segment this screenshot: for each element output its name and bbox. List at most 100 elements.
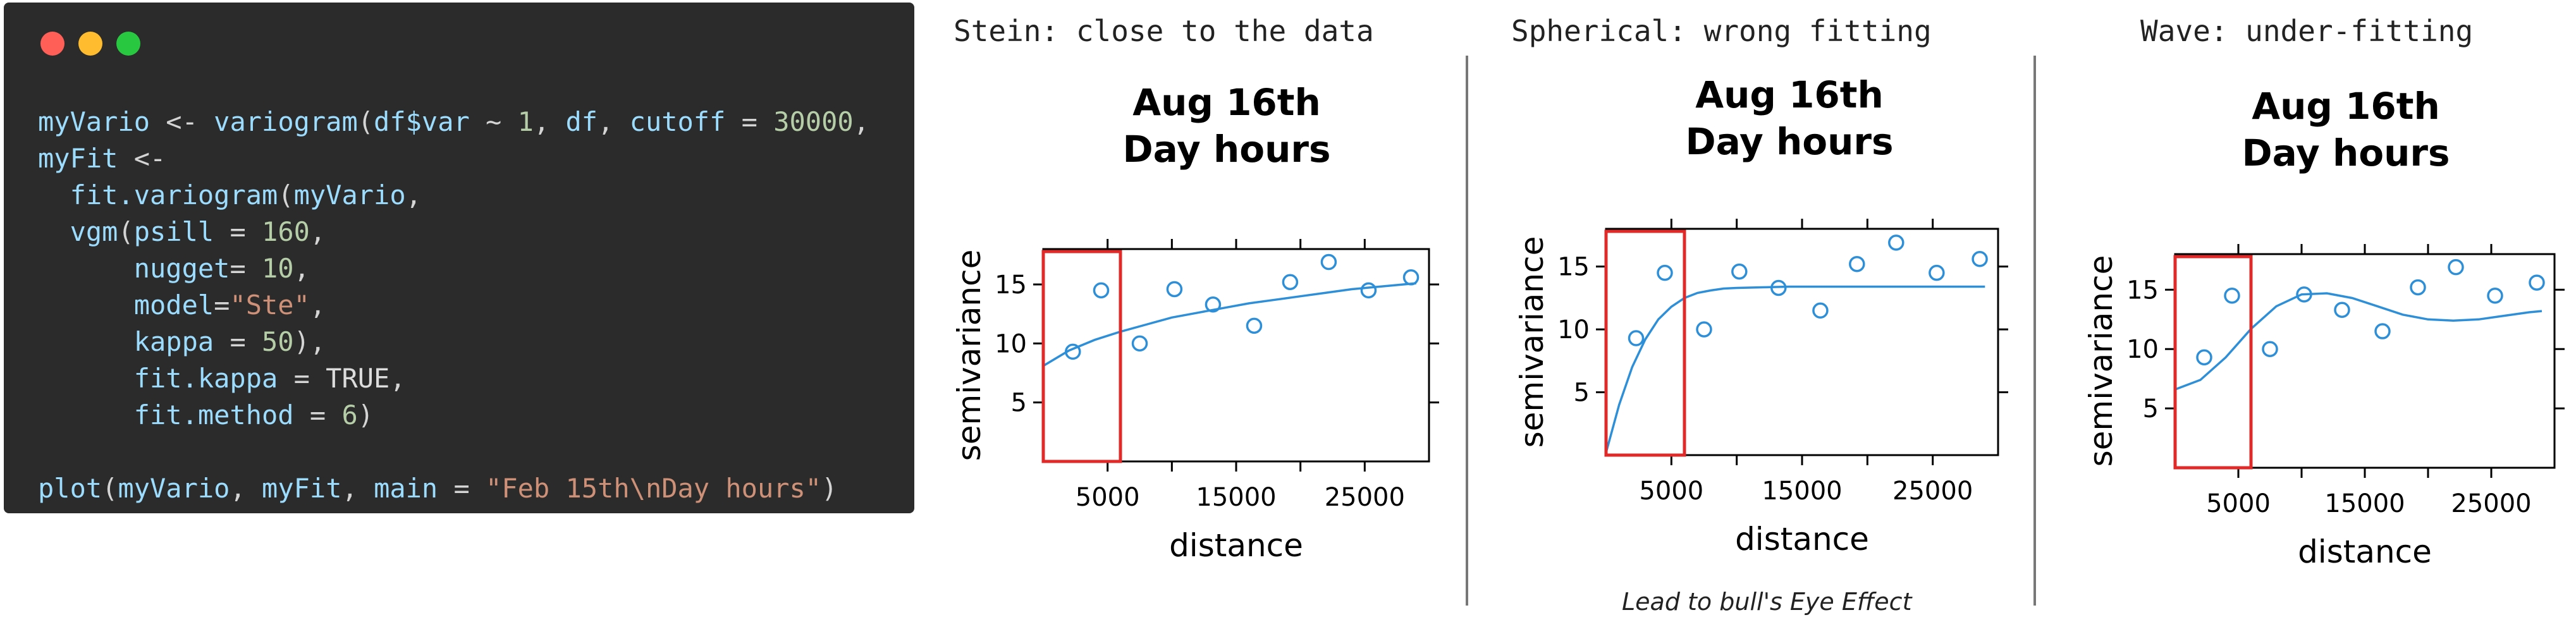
data-point [1065,343,1081,360]
x-tick-label: 25000 [1325,483,1405,512]
y-tick-label: 5 [1574,379,1590,408]
data-point [1972,250,1988,267]
x-tick-label: 25000 [1892,477,1973,506]
code-token: df$var [374,106,470,137]
close-window-dot[interactable] [40,32,64,56]
code-token [38,326,134,357]
code-token: variogram [214,106,358,137]
code-token [38,363,134,394]
data-point [1360,282,1377,299]
code-token: , [533,106,566,137]
code-token: ( [357,106,374,137]
data-point [1402,269,1420,286]
code-token: , [598,106,630,137]
code-line: fit.kappa = TRUE, [38,360,869,397]
fitted-model-line [2174,292,2542,391]
highlight-box [1604,229,1686,457]
code-token: ) [821,473,838,504]
code-token: <- [118,143,166,174]
y-tick-label: 10 [1557,315,1590,344]
x-tick-label: 15000 [1196,483,1276,512]
code-token: 50 [262,326,294,357]
panel-title-spherical: Spherical: wrong fitting [1511,14,1932,48]
code-token: = [278,363,326,394]
data-point [1320,253,1337,271]
data-point [2334,302,2350,319]
code-token [38,253,134,284]
code-token: "Feb 15th\nDay hours" [486,473,822,504]
code-token: cutoff [629,106,726,137]
code-token: TRUE [326,363,390,394]
chart-title-line: Aug 16th [1132,81,1321,124]
y-tick-label: 5 [1011,389,1027,418]
code-token: df [565,106,598,137]
code-token: = [214,326,262,357]
code-token: fit.kappa [133,363,278,394]
y-axis-label: semivariance [2083,255,2119,467]
code-line: plot(myVario, myFit, main = "Feb 15th\nD… [38,470,869,507]
data-point [2262,341,2278,357]
code-token: = [230,253,262,284]
code-token: ~ [469,106,518,137]
code-token: , [405,180,422,210]
data-point [1205,296,1222,313]
code-token: myVario [38,106,150,137]
code-token [38,180,70,210]
chart-title-line: Day hours [1122,128,1330,171]
y-tick-label: 10 [995,329,1027,358]
maximize-window-dot[interactable] [116,32,140,56]
data-point [1849,255,1865,272]
y-tick-label: 10 [2126,335,2159,364]
data-point [1131,335,1148,352]
code-token: = [438,473,486,504]
data-point [1770,279,1787,296]
code-window: myVario <- variogram(df$var ~ 1, df, cut… [4,3,914,513]
x-tick-label: 15000 [1762,477,1842,506]
code-token: ( [118,216,134,247]
window-controls [40,32,140,56]
highlight-box [2173,255,2253,470]
data-point [2448,259,2464,276]
code-line [38,434,869,470]
data-point [1282,274,1299,291]
code-token: ), [293,326,326,357]
code-token: = [293,399,342,430]
data-point [2296,286,2312,303]
fitted-model-line [1605,285,1985,453]
code-token: , [389,363,406,394]
code-token: kappa [133,326,214,357]
code-token: psill [133,216,214,247]
code-token: fit.variogram [70,180,278,210]
code-token [38,290,134,320]
chart-title-line: Day hours [1685,120,1893,163]
data-point [1246,317,1263,334]
code-token: = [725,106,774,137]
plot-frame [2174,253,2556,469]
x-tick-label: 5000 [2206,489,2271,518]
x-tick-label: 5000 [1076,483,1140,512]
code-token: , [293,253,310,284]
highlight-box [1041,250,1122,463]
code-token: main [374,473,438,504]
panel-title-stein: Stein: close to the data [954,14,1374,48]
code-line: vgm(psill = 160, [38,214,869,250]
y-tick-label: 15 [2126,276,2159,305]
panel-divider [1466,56,1468,606]
code-token: , [341,473,374,504]
plot-frame [1605,228,1999,456]
data-point [2529,274,2545,291]
minimize-window-dot[interactable] [78,32,102,56]
code-token: <- [150,106,214,137]
x-tick-label: 25000 [2451,489,2531,518]
chart-title-line: Aug 16th [2252,85,2440,128]
data-point [1696,321,1712,338]
code-line: fit.variogram(myVario, [38,177,869,214]
code-token: myFit [262,473,342,504]
panel-caption-bulls-eye: Lead to bull's Eye Effect [1622,588,1912,616]
code-token: ( [102,473,118,504]
code-line: model="Ste", [38,287,869,324]
code-token: "Ste" [230,290,310,320]
code-token: , [309,216,326,247]
